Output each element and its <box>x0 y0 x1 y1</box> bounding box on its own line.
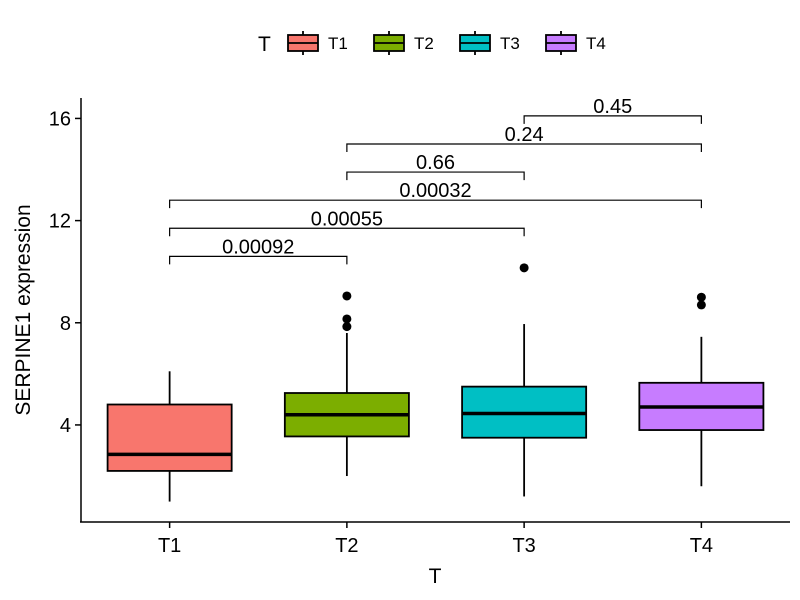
comparison-t2-t3: 0.66 <box>346 152 525 181</box>
legend-item-t1: T1 <box>287 31 348 55</box>
legend-label: T2 <box>414 34 434 53</box>
p-value-label: 0.00055 <box>311 208 383 230</box>
y-tick-label: 4 <box>60 415 71 437</box>
x-tick-label: T3 <box>512 535 535 557</box>
y-axis: 4 8 12 16 <box>49 108 81 437</box>
comparison-t2-t4: 0.24 <box>346 124 702 152</box>
legend-label: T1 <box>328 34 348 53</box>
y-tick-label: 12 <box>49 211 71 233</box>
comparison-bracket <box>523 115 702 124</box>
outlier-point <box>519 263 529 273</box>
plot-area: 0.00092 0.00055 0.00032 0.66 0.24 0.45 <box>106 96 765 502</box>
comparison-t1-t4: 0.00032 <box>169 180 702 209</box>
legend-title: T <box>258 33 271 56</box>
legend-item-t2: T2 <box>373 31 434 55</box>
p-value-label: 0.00032 <box>399 180 471 202</box>
outlier-point <box>696 300 706 310</box>
comparison-t1-t3: 0.00055 <box>169 208 525 237</box>
p-value-label: 0.24 <box>505 124 544 146</box>
x-axis-title: T <box>429 565 442 588</box>
legend-item-t3: T3 <box>459 31 520 55</box>
p-value-label: 0.66 <box>416 152 455 174</box>
comparison-bracket <box>169 199 702 209</box>
x-tick-label: T2 <box>335 535 358 557</box>
box <box>106 403 233 472</box>
comparison-t3-t4: 0.45 <box>523 96 702 124</box>
y-tick-label: 8 <box>60 313 71 335</box>
outlier-point <box>342 322 352 332</box>
comparison-bracket <box>169 227 525 237</box>
outlier-point <box>696 292 706 302</box>
box-group-t2 <box>283 291 410 477</box>
comparison-t1-t2: 0.00092 <box>169 236 348 265</box>
legend: T T1 T2 T3 T4 <box>258 31 606 56</box>
comparison-bracket <box>346 143 702 152</box>
box-group-t3 <box>461 263 588 497</box>
x-axis: T1 T2 T3 T4 <box>158 522 713 557</box>
legend-label: T4 <box>586 34 606 53</box>
box-group-t4 <box>638 292 765 487</box>
outlier-point <box>342 314 352 324</box>
outlier-point <box>342 291 352 301</box>
p-value-label: 0.45 <box>593 96 632 118</box>
box-group-t1 <box>106 371 233 502</box>
y-axis-title: SERPINE1 expression <box>12 204 35 415</box>
comparison-bracket <box>346 171 525 181</box>
p-value-label: 0.00092 <box>222 236 294 258</box>
x-tick-label: T1 <box>158 535 181 557</box>
comparison-bracket <box>169 255 348 265</box>
legend-label: T3 <box>500 34 520 53</box>
x-tick-label: T4 <box>690 535 713 557</box>
legend-item-t4: T4 <box>545 31 606 55</box>
y-tick-label: 16 <box>49 108 71 130</box>
